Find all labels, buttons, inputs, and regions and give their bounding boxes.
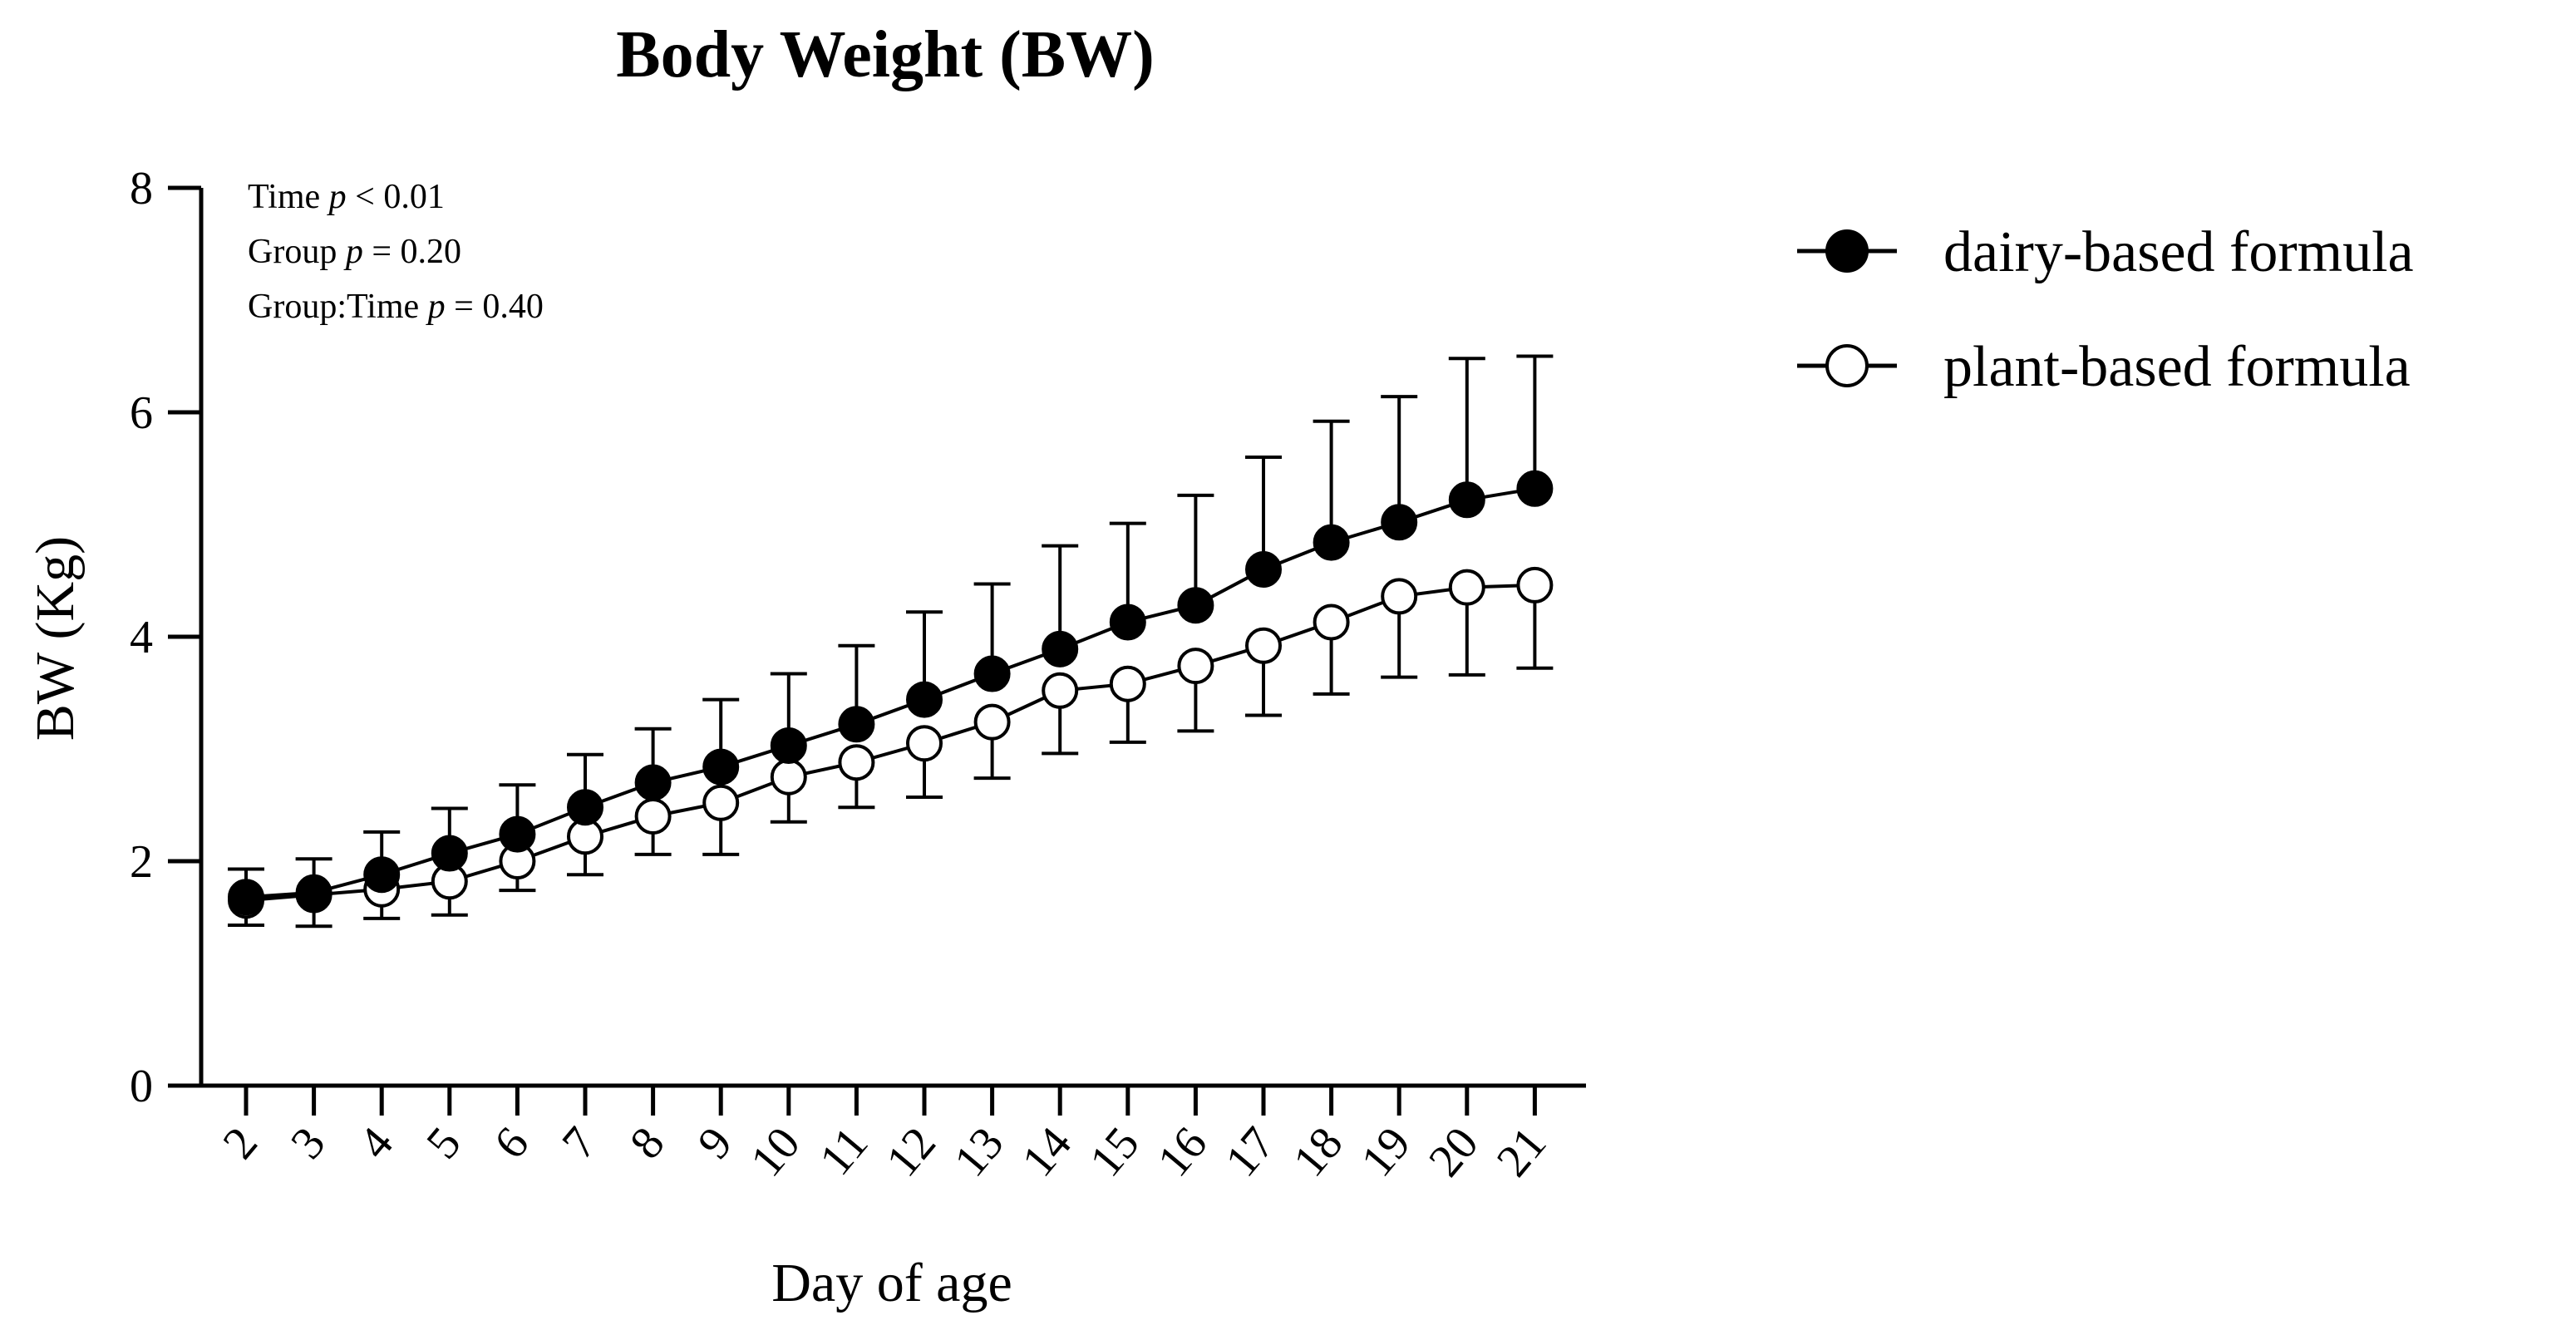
y-tick-label: 6 bbox=[130, 387, 153, 439]
x-tick-label: 13 bbox=[944, 1118, 1013, 1187]
data-point-plant bbox=[634, 798, 672, 835]
data-point-plant bbox=[1109, 665, 1146, 702]
x-tick-label: 20 bbox=[1419, 1118, 1488, 1187]
data-point-plant bbox=[702, 784, 740, 821]
data-point-dairy bbox=[567, 789, 603, 826]
series-dairy-based bbox=[228, 354, 1554, 916]
stats-label: Group bbox=[248, 233, 346, 271]
legend-open-circle-icon bbox=[1825, 344, 1869, 387]
data-point-dairy bbox=[499, 815, 536, 853]
data-point-dairy bbox=[1448, 481, 1485, 519]
x-tick-label: 3 bbox=[281, 1118, 335, 1169]
data-point-dairy bbox=[1109, 603, 1146, 641]
legend-label: dairy-based formula bbox=[1943, 220, 2414, 284]
stats-line: Time p < 0.01 bbox=[248, 178, 445, 216]
stats-value: < 0.01 bbox=[347, 178, 445, 216]
data-point-dairy bbox=[702, 748, 740, 786]
x-tick-label: 7 bbox=[552, 1118, 606, 1169]
data-point-plant bbox=[1516, 566, 1554, 603]
data-point-plant bbox=[973, 703, 1011, 741]
legend-filled-circle-icon bbox=[1825, 229, 1869, 273]
data-point-dairy bbox=[973, 655, 1011, 692]
data-point-dairy bbox=[1042, 630, 1079, 668]
x-tick-label: 15 bbox=[1080, 1118, 1149, 1187]
data-point-dairy bbox=[295, 874, 332, 911]
data-point-dairy bbox=[1245, 551, 1282, 588]
stats-value: = 0.20 bbox=[363, 233, 461, 271]
x-tick-label: 21 bbox=[1487, 1118, 1556, 1187]
x-tick-label: 12 bbox=[876, 1118, 945, 1187]
data-point-plant bbox=[838, 744, 875, 781]
data-point-plant bbox=[1245, 627, 1282, 664]
stats-label: Group:Time bbox=[248, 288, 428, 326]
data-point-dairy bbox=[431, 835, 468, 872]
data-point-dairy bbox=[770, 727, 807, 764]
data-point-plant bbox=[1177, 648, 1214, 685]
data-point-dairy bbox=[363, 856, 401, 894]
stats-p-symbol: p bbox=[327, 178, 347, 216]
x-tick-label: 18 bbox=[1283, 1118, 1352, 1187]
legend-label: plant-based formula bbox=[1943, 335, 2411, 399]
y-tick-label: 4 bbox=[130, 612, 153, 663]
data-point-plant bbox=[1448, 569, 1485, 606]
data-point-dairy bbox=[1516, 470, 1554, 507]
x-tick-label: 10 bbox=[741, 1118, 810, 1187]
plot-area bbox=[228, 354, 1554, 929]
legend: dairy-based formula plant-based formula bbox=[1797, 220, 2414, 399]
data-point-plant bbox=[906, 725, 943, 762]
stats-p-symbol: p bbox=[426, 288, 446, 326]
data-point-plant bbox=[770, 758, 807, 796]
x-tick-label: 2 bbox=[213, 1118, 267, 1169]
data-point-dairy bbox=[1381, 504, 1418, 541]
stats-value: = 0.40 bbox=[446, 288, 544, 326]
data-point-dairy bbox=[634, 764, 672, 801]
legend-item: plant-based formula bbox=[1797, 335, 2411, 399]
stats-label: Time bbox=[248, 178, 329, 216]
x-tick-label: 14 bbox=[1012, 1118, 1081, 1187]
stats-line: Group p = 0.20 bbox=[248, 233, 461, 271]
x-tick-label: 5 bbox=[416, 1118, 470, 1169]
y-tick-label: 2 bbox=[130, 836, 153, 888]
x-tick-label: 19 bbox=[1352, 1118, 1421, 1187]
stats-line: Group:Time p = 0.40 bbox=[248, 288, 544, 326]
y-ticks: 0 2 4 6 8 bbox=[130, 163, 201, 1112]
chart-title: Body Weight (BW) bbox=[616, 18, 1155, 91]
y-axis-label: BW (Kg) bbox=[25, 536, 86, 741]
data-point-dairy bbox=[228, 879, 264, 916]
data-point-dairy bbox=[1177, 587, 1214, 624]
stats-p-symbol: p bbox=[343, 233, 363, 271]
y-tick-label: 0 bbox=[130, 1061, 153, 1112]
data-point-dairy bbox=[838, 706, 875, 743]
x-tick-label: 9 bbox=[688, 1118, 742, 1169]
x-tick-label: 16 bbox=[1148, 1118, 1217, 1187]
data-point-plant bbox=[1042, 672, 1079, 709]
series-plant-based bbox=[228, 566, 1554, 929]
x-tick-label: 6 bbox=[485, 1118, 539, 1169]
x-tick-label: 17 bbox=[1215, 1118, 1284, 1187]
x-axis-label: Day of age bbox=[771, 1253, 1012, 1313]
data-point-dairy bbox=[906, 681, 943, 718]
x-tick-label: 4 bbox=[349, 1118, 403, 1169]
x-tick-label: 11 bbox=[810, 1118, 878, 1185]
data-point-dairy bbox=[1313, 524, 1350, 561]
data-point-plant bbox=[1381, 578, 1418, 615]
legend-item: dairy-based formula bbox=[1797, 220, 2414, 284]
x-tick-label: 8 bbox=[620, 1118, 674, 1169]
y-tick-label: 8 bbox=[130, 163, 153, 214]
data-point-plant bbox=[1313, 603, 1350, 641]
